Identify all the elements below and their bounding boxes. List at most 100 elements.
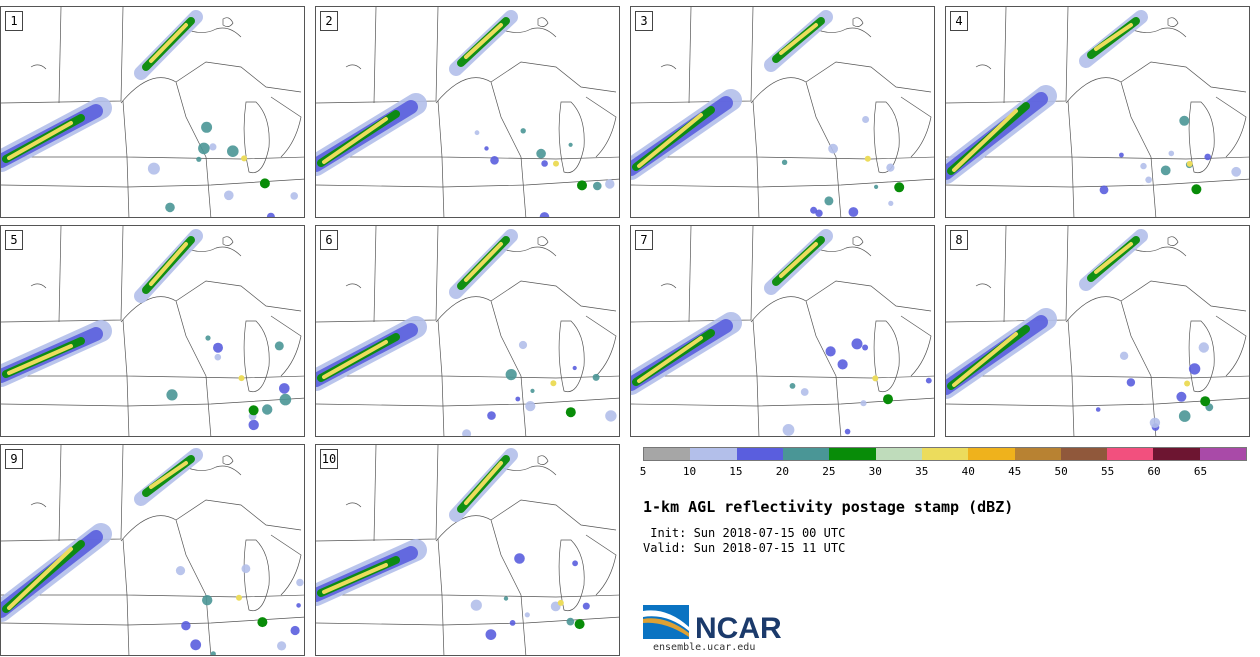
storm-cell [175,566,186,576]
state-border [756,375,760,436]
island-outline [537,236,549,246]
lake-superior-shore [810,245,872,257]
colorbar-segment [736,448,783,460]
panel-number: 3 [635,11,653,31]
storm-cell [274,341,284,351]
shoreline [900,96,932,158]
lake-michigan [873,320,900,393]
state-border [120,515,207,596]
reflectivity-swath [779,23,818,55]
state-border [1,226,124,323]
storm-cell [201,121,213,133]
island-outline [1167,17,1179,27]
storm-cell [490,156,499,165]
state-border [122,538,304,598]
map-canvas [316,226,619,436]
storm-cell [165,202,175,213]
storm-cell [1099,185,1109,195]
storm-cell [1188,363,1201,375]
state-border [373,7,377,104]
storm-cell [524,612,530,618]
storm-cell [592,373,600,381]
storm-cell [894,182,905,193]
member-panel: 5 [0,225,305,437]
colorbar-tick-label: 65 [1193,465,1208,478]
storm-cell [1126,378,1136,387]
storm-cell [205,335,211,341]
state-border [1150,156,1157,217]
state-border [1003,7,1007,104]
state-border [58,7,62,104]
colorbar-segment [1014,448,1061,460]
island-outline [852,17,864,27]
island-outline [537,17,549,27]
storm-cell [525,401,536,412]
storm-cell [257,617,268,628]
member-panel: 6 [315,225,620,437]
reflectivity-swath [7,344,73,375]
init-time: Init: Sun 2018-07-15 00 UTC [643,526,846,540]
storm-cell [202,595,213,606]
state-border [750,77,837,158]
storm-cell [266,212,275,217]
lake-outline [660,283,677,289]
map-canvas [631,226,934,436]
storm-cell [462,429,472,436]
state-border [316,226,439,323]
storm-cell [886,163,895,172]
storm-cell [582,602,590,610]
map-canvas [631,7,934,217]
state-border [631,226,754,323]
lake-michigan [873,101,900,174]
storm-cell [1204,153,1211,161]
storm-cell [238,375,245,382]
colorbar-tick-label: 25 [822,465,836,478]
colorbar-tick-labels: 5 10 15 20 25 30 35 40 45 50 55 60 65 [639,465,1247,479]
map-canvas [1,226,304,436]
lake-outline [975,64,992,70]
colorbar-tick-label: 5 [639,465,647,478]
lake-outline [345,283,362,289]
shoreline [585,534,617,596]
reflectivity-swath [952,109,1018,172]
map-canvas [1,445,304,655]
storm-cell [565,407,576,418]
lake-michigan [243,101,270,174]
storm-cell [789,383,796,389]
shoreline [805,280,932,312]
panel-number: 7 [635,230,653,250]
map-canvas [946,226,1249,436]
shoreline [270,534,302,596]
colorbar-tick-label: 40 [961,465,975,478]
member-panel: 8 [945,225,1250,437]
reflectivity-swath [7,547,73,610]
logo-wordmark: NCAR [695,612,782,641]
lake-michigan [243,320,270,393]
storm-cell [1168,150,1175,157]
member-panel: 2 [315,6,620,218]
ncar-logo: NCAR [643,601,793,645]
storm-cell [605,410,617,422]
lake-superior-shore [495,26,557,38]
storm-cell [214,353,222,361]
storm-cell [1119,351,1129,360]
storm-cell [577,180,587,191]
state-border [750,296,837,377]
storm-cell [572,365,577,371]
state-border [120,77,207,158]
colorbar-segment [644,448,691,460]
lake-superior-shore [1125,245,1187,257]
colorbar-tick-label: 10 [682,465,697,478]
storm-cell [593,181,602,191]
figure-title: 1-km AGL reflectivity postage stamp (dBZ… [643,498,1014,516]
lake-outline [660,64,677,70]
colorbar-tick-label: 35 [915,465,929,478]
state-border [1065,77,1152,158]
storm-cell [1186,160,1193,167]
member-panel: 7 [630,225,935,437]
state-border [126,156,130,217]
state-border [126,375,130,436]
state-border [1071,156,1075,217]
storm-cell [227,145,239,157]
colorbar-segment [921,448,969,460]
